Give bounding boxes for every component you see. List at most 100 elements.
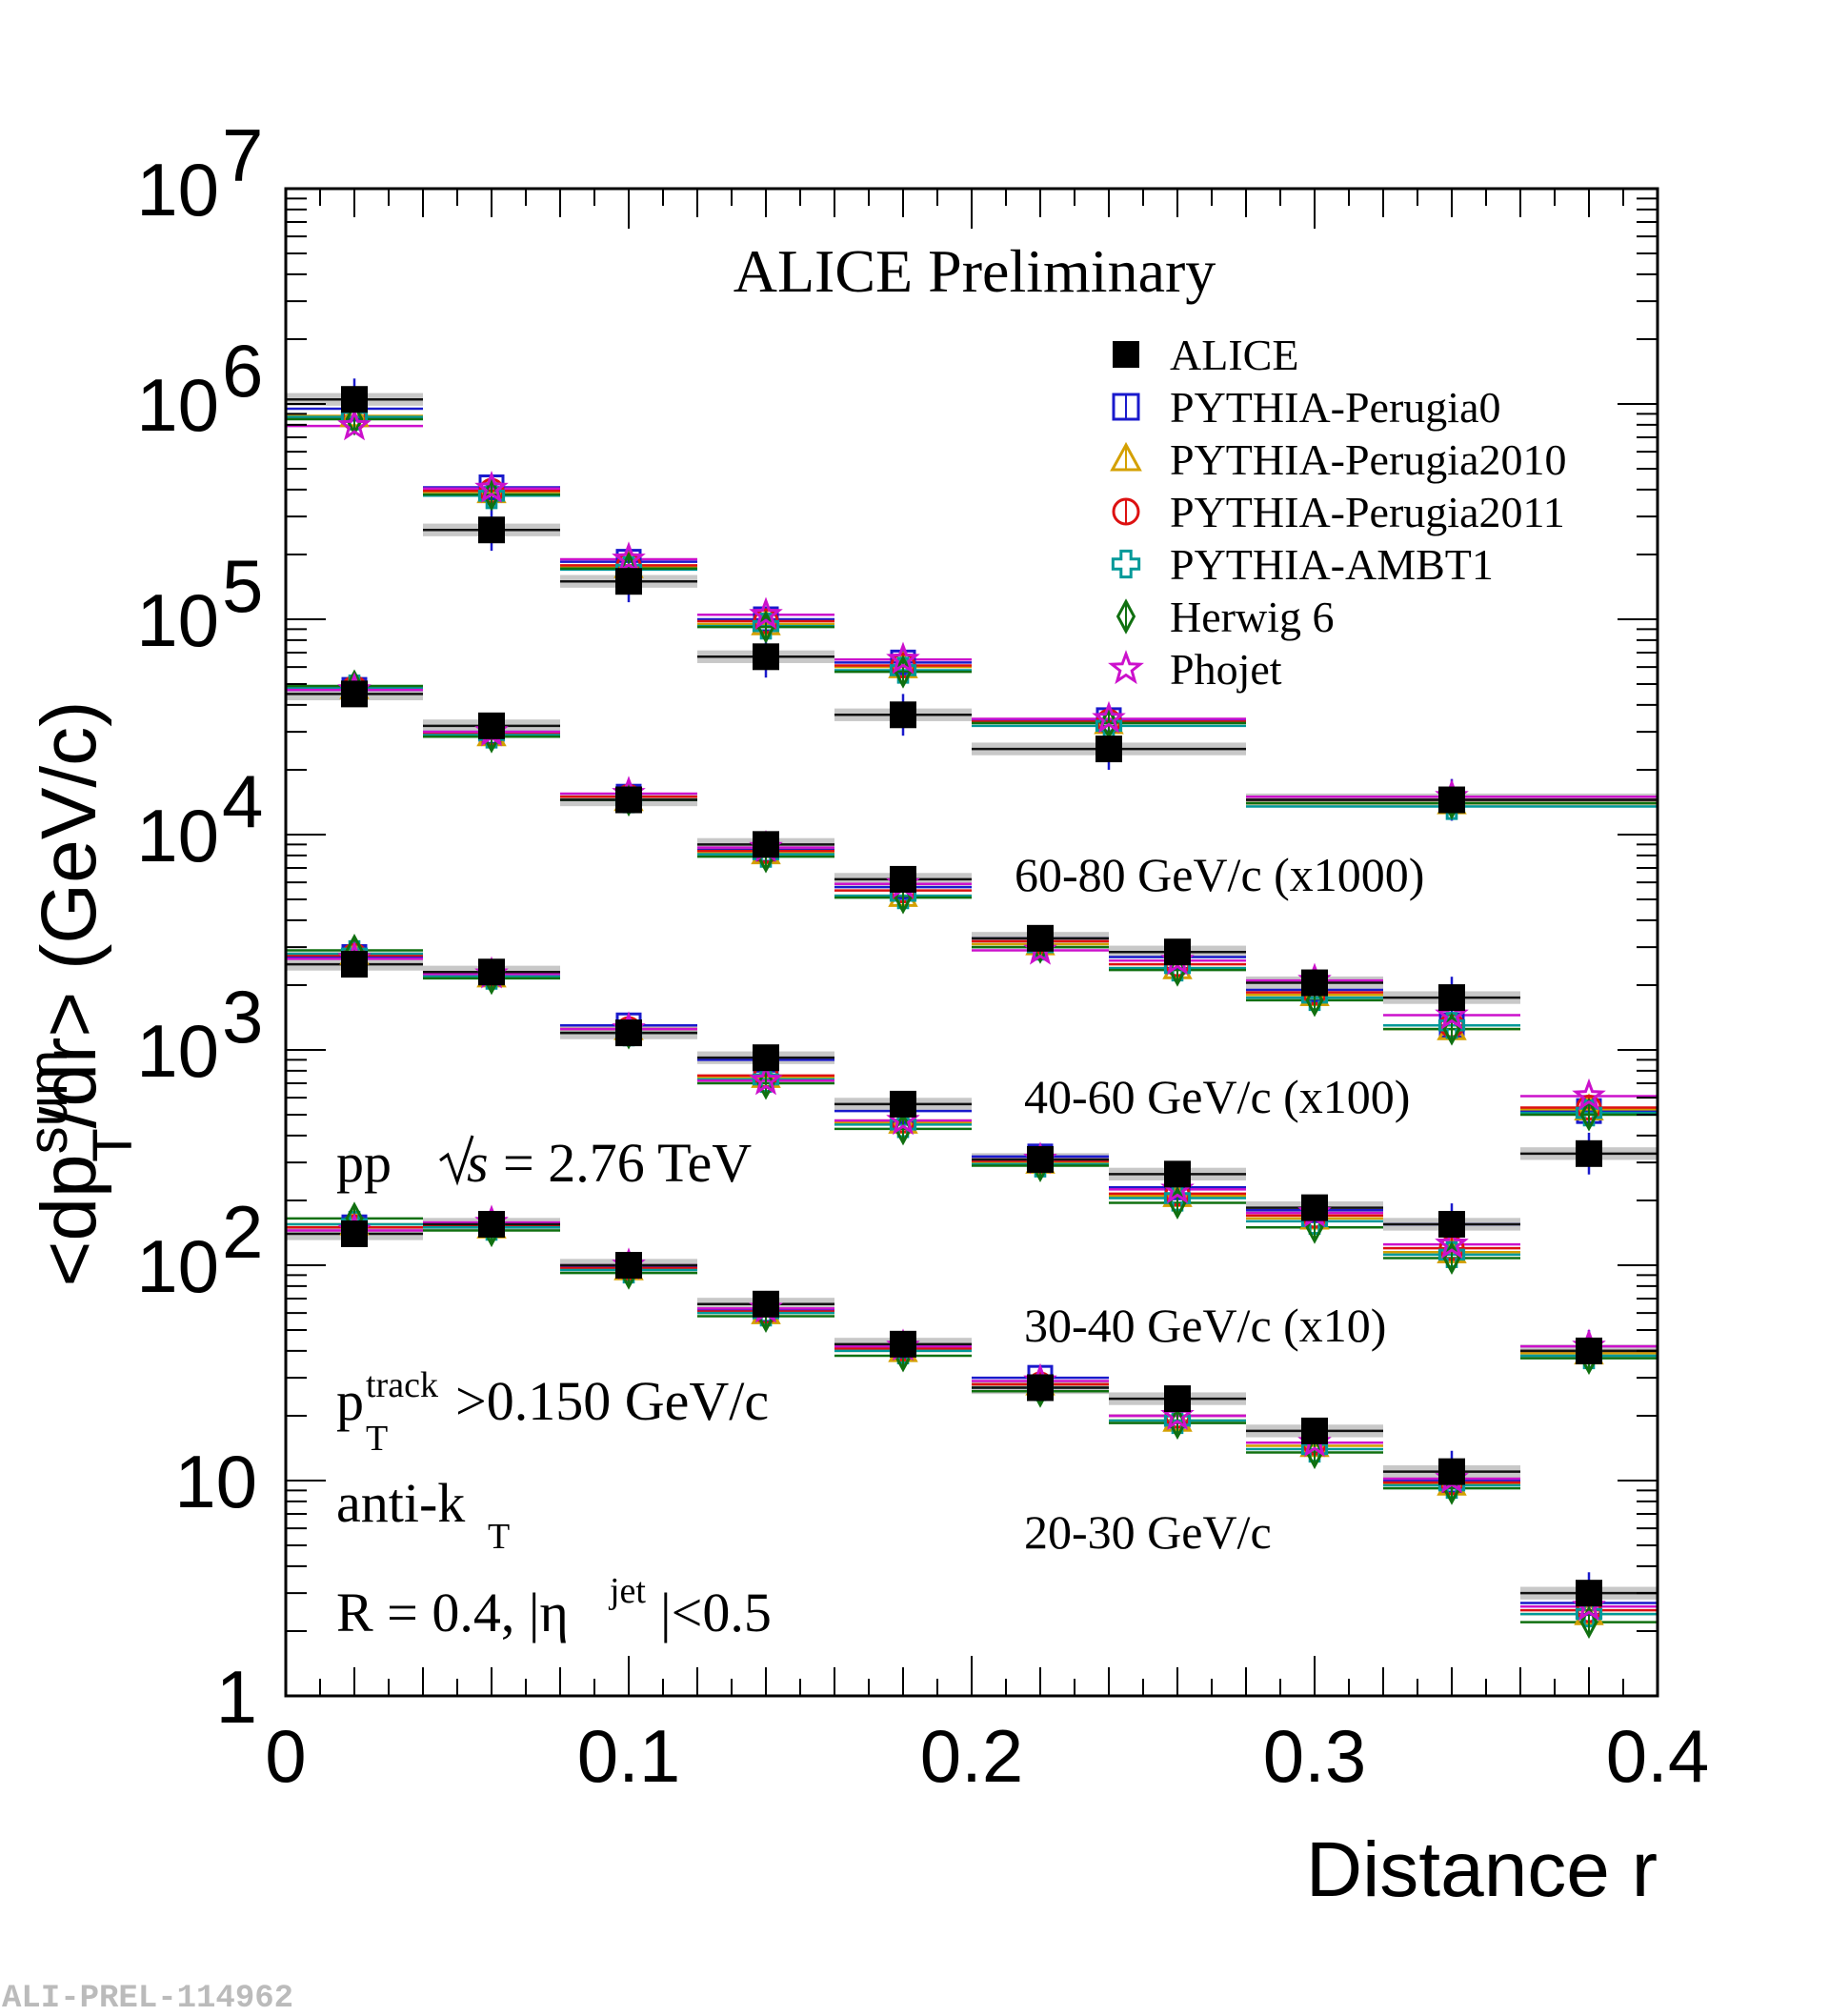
alice-point-s3-b6 bbox=[1164, 1385, 1191, 1413]
alice-point-s3-b3 bbox=[753, 1290, 779, 1318]
alice-point-s3-b9 bbox=[1576, 1580, 1602, 1607]
legend-label-5: Herwig 6 bbox=[1170, 593, 1334, 641]
alice-point-s2-b0 bbox=[341, 951, 368, 978]
y-tick-exp-7: 7 bbox=[222, 113, 263, 197]
radius-sup: jet bbox=[608, 1571, 646, 1611]
y-tick-exp-6: 6 bbox=[222, 329, 263, 413]
alice-point-s1-b1 bbox=[478, 712, 505, 739]
legend-marker-6 bbox=[1108, 650, 1144, 685]
algo-sub: T bbox=[488, 1517, 510, 1557]
system-energy: = 2.76 TeV bbox=[503, 1132, 752, 1194]
y-tick-label-6: 10 bbox=[136, 363, 219, 447]
ptcut-sub: T bbox=[366, 1419, 388, 1459]
legend-marker-0 bbox=[1113, 341, 1139, 368]
alice-point-s1-b9 bbox=[1576, 1139, 1602, 1167]
alice-point-s3-b8 bbox=[1438, 1458, 1465, 1485]
model-marker-s0-b2-5 bbox=[612, 541, 646, 575]
model-marker-s2-b3-5 bbox=[749, 1062, 783, 1096]
legend-label-1: PYTHIA-Perugia0 bbox=[1170, 383, 1501, 432]
model-marker-s0-b1-5 bbox=[474, 470, 509, 503]
series-label-20-30: 20-30 GeV/c bbox=[1024, 1505, 1272, 1559]
series-label-40-60: 40-60 GeV/c (x100) bbox=[1024, 1070, 1410, 1123]
watermark: ALI-PREL-114962 bbox=[2, 1981, 293, 2016]
model-marker-s0-b5-5 bbox=[1092, 700, 1126, 734]
x-tick-label-1: 0.1 bbox=[577, 1714, 680, 1798]
y-tick-label-1: 10 bbox=[174, 1440, 257, 1523]
alice-point-s2-b9 bbox=[1576, 1337, 1602, 1364]
y-tick-label-4: 10 bbox=[136, 794, 219, 877]
alice-point-s2-b7 bbox=[1301, 1194, 1328, 1221]
legend-label-6: Phojet bbox=[1170, 645, 1282, 694]
axis-ticks bbox=[285, 189, 1658, 1697]
alice-point-s2-b1 bbox=[478, 958, 505, 986]
y-tick-exp-4: 4 bbox=[222, 759, 263, 843]
model-marker-s0-b0-5 bbox=[337, 408, 372, 441]
y-tick-label-5: 10 bbox=[136, 578, 219, 662]
x-tick-labels: 0 0.1 0.2 0.3 0.4 bbox=[265, 1714, 1709, 1798]
alice-point-s3-b0 bbox=[341, 1220, 368, 1247]
model-marker-s2-b3-4 bbox=[756, 1066, 775, 1100]
alice-point-s0-b5 bbox=[1095, 736, 1122, 763]
ptcut-p: p bbox=[336, 1370, 364, 1432]
alice-point-s0-b6 bbox=[1438, 786, 1465, 814]
y-tick-exp-5: 5 bbox=[222, 544, 263, 628]
alice-point-s0-b1 bbox=[478, 516, 505, 544]
alice-point-s1-b0 bbox=[341, 680, 368, 708]
alice-point-s0-b0 bbox=[341, 386, 368, 413]
legend-label-4: PYTHIA-AMBT1 bbox=[1170, 540, 1494, 589]
y-tick-label-2: 10 bbox=[136, 1224, 219, 1308]
model-marker-s0-b3-5 bbox=[749, 596, 783, 630]
x-tick-label-3: 0.3 bbox=[1263, 1714, 1366, 1798]
y-tick-exp-3: 3 bbox=[222, 975, 263, 1058]
legend-marker-1 bbox=[1112, 393, 1140, 421]
legend-label-3: PYTHIA-Perugia2011 bbox=[1170, 488, 1565, 536]
legend-marker-4 bbox=[1111, 549, 1141, 579]
system-pp: pp bbox=[336, 1132, 392, 1194]
x-axis-title: Distance r bbox=[1306, 1826, 1658, 1913]
legend-label-0: ALICE bbox=[1170, 331, 1298, 379]
y-tick-label-0: 1 bbox=[216, 1655, 257, 1739]
plot-title: ALICE Preliminary bbox=[734, 237, 1216, 305]
alice-point-s1-b4 bbox=[890, 865, 916, 893]
alice-point-s2-b4 bbox=[890, 1090, 916, 1118]
alice-point-s3-b1 bbox=[478, 1210, 505, 1238]
alice-point-s2-b8 bbox=[1438, 1210, 1465, 1238]
y-tick-label-7: 10 bbox=[136, 148, 219, 232]
legend-marker-2 bbox=[1110, 441, 1142, 472]
alice-point-s1-b5 bbox=[1027, 924, 1054, 952]
model-marker-s2-b8-5 bbox=[1435, 1226, 1469, 1260]
alice-point-s0-b4 bbox=[890, 701, 916, 729]
radius-post: |<0.5 bbox=[660, 1582, 772, 1643]
alice-point-s1-b2 bbox=[615, 786, 642, 814]
radius-pre: R = 0.4, |η bbox=[336, 1582, 569, 1643]
alice-point-s3-b4 bbox=[890, 1330, 916, 1358]
alice-point-s1-b3 bbox=[753, 831, 779, 858]
annotation-radius: R = 0.4, |η jet |<0.5 bbox=[336, 1571, 772, 1643]
alice-point-s2-b3 bbox=[753, 1044, 779, 1072]
legend: ALICEPYTHIA-Perugia0PYTHIA-Perugia2010PY… bbox=[1108, 331, 1567, 694]
x-tick-label-4: 0.4 bbox=[1606, 1714, 1709, 1798]
legend-label-2: PYTHIA-Perugia2010 bbox=[1170, 435, 1567, 484]
system-s: s bbox=[467, 1132, 489, 1194]
model-marker-s1-b9-4 bbox=[1579, 1098, 1598, 1132]
alice-point-s2-b5 bbox=[1027, 1145, 1054, 1173]
alice-point-s1-b7 bbox=[1301, 969, 1328, 997]
y-tick-label-3: 10 bbox=[136, 1009, 219, 1093]
alice-markers bbox=[341, 386, 1602, 1607]
series-label-30-40: 30-40 GeV/c (x10) bbox=[1024, 1299, 1386, 1352]
y-tick-exp-2: 2 bbox=[222, 1190, 263, 1274]
alice-point-s3-b7 bbox=[1301, 1417, 1328, 1444]
annotation-system: pp s = 2.76 TeV bbox=[336, 1132, 752, 1194]
alice-point-s2-b6 bbox=[1164, 1160, 1191, 1188]
model-marker-s1-b9-5 bbox=[1572, 1078, 1606, 1111]
sqrt-sign bbox=[439, 1135, 474, 1186]
alice-point-s3-b2 bbox=[615, 1252, 642, 1279]
annotation-algorithm: anti-k T bbox=[336, 1472, 510, 1557]
alice-point-s3-b5 bbox=[1027, 1374, 1054, 1401]
alice-point-s1-b6 bbox=[1164, 938, 1191, 966]
algo-pre: anti-k bbox=[336, 1472, 465, 1534]
alice-point-s2-b2 bbox=[615, 1019, 642, 1047]
model-marker-s0-b4-5 bbox=[886, 641, 920, 675]
